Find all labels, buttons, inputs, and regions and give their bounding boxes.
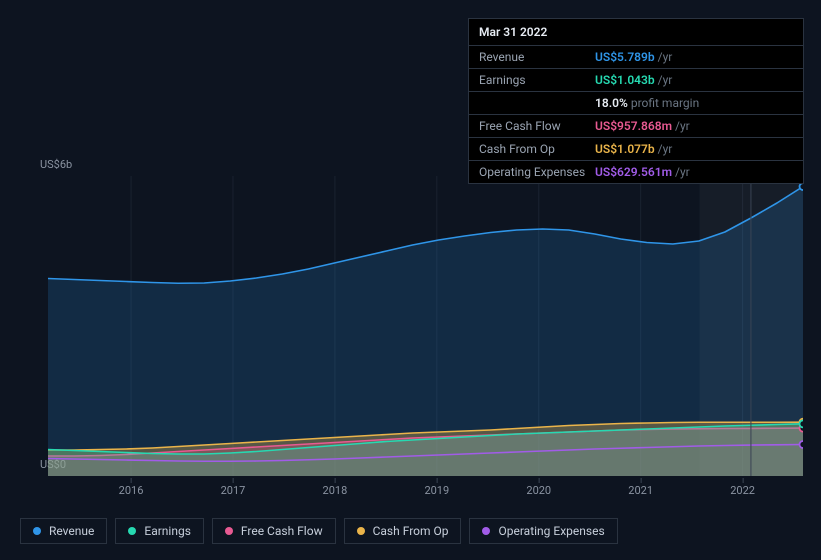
chart-tooltip: Mar 31 2022 RevenueUS$5.789b/yrEarningsU… [468,18,804,184]
legend-item-operating-expenses[interactable]: Operating Expenses [469,518,617,544]
tooltip-value: US$1.043b [595,73,655,87]
tooltip-value: US$1.077b [595,142,655,156]
x-tick: 2017 [221,484,246,497]
chart-legend: Revenue Earnings Free Cash Flow Cash From O… [20,518,618,544]
tooltip-value: US$629.561m [595,165,672,179]
tooltip-label: Operating Expenses [479,165,595,179]
tooltip-label: Earnings [479,73,595,87]
tooltip-row: Free Cash FlowUS$957.868m/yr [469,115,803,138]
tooltip-row: Operating ExpensesUS$629.561m/yr [469,161,803,183]
tooltip-row: 18.0%profit margin [469,92,803,115]
legend-label: Operating Expenses [498,524,604,538]
tooltip-label: Cash From Op [479,142,595,156]
legend-item-free-cash-flow[interactable]: Free Cash Flow [212,518,336,544]
tooltip-value: US$957.868m [595,119,672,133]
legend-item-earnings[interactable]: Earnings [115,518,204,544]
legend-item-cash-from-op[interactable]: Cash From Op [344,518,462,544]
x-tick: 2020 [526,484,551,497]
tooltip-suffix: profit margin [631,96,699,110]
legend-dot-icon [357,527,365,535]
tooltip-row: EarningsUS$1.043b/yr [469,69,803,92]
tooltip-suffix: /yr [675,119,690,133]
chart-plot-area[interactable] [48,176,803,476]
tooltip-suffix: /yr [658,50,673,64]
x-tick: 2016 [119,484,144,497]
legend-label: Free Cash Flow [241,524,323,538]
tooltip-value: 18.0% [595,96,628,110]
legend-label: Cash From Op [373,524,449,538]
tooltip-label: Free Cash Flow [479,119,595,133]
x-tick: 2018 [323,484,348,497]
x-tick: 2021 [628,484,653,497]
x-tick: 2019 [424,484,449,497]
legend-dot-icon [225,527,233,535]
legend-dot-icon [482,527,490,535]
tooltip-date: Mar 31 2022 [469,19,803,46]
x-tick: 2022 [730,484,755,497]
legend-item-revenue[interactable]: Revenue [20,518,107,544]
legend-label: Earnings [144,524,191,538]
tooltip-suffix: /yr [675,165,690,179]
x-axis: 2016 2017 2018 2019 2020 2021 2022 [48,480,803,500]
tooltip-row: Cash From OpUS$1.077b/yr [469,138,803,161]
tooltip-suffix: /yr [658,73,673,87]
tooltip-value: US$5.789b [595,50,655,64]
tooltip-row: RevenueUS$5.789b/yr [469,46,803,69]
legend-dot-icon [33,527,41,535]
tooltip-suffix: /yr [658,142,673,156]
tooltip-label: Revenue [479,50,595,64]
legend-label: Revenue [49,524,94,538]
legend-dot-icon [128,527,136,535]
